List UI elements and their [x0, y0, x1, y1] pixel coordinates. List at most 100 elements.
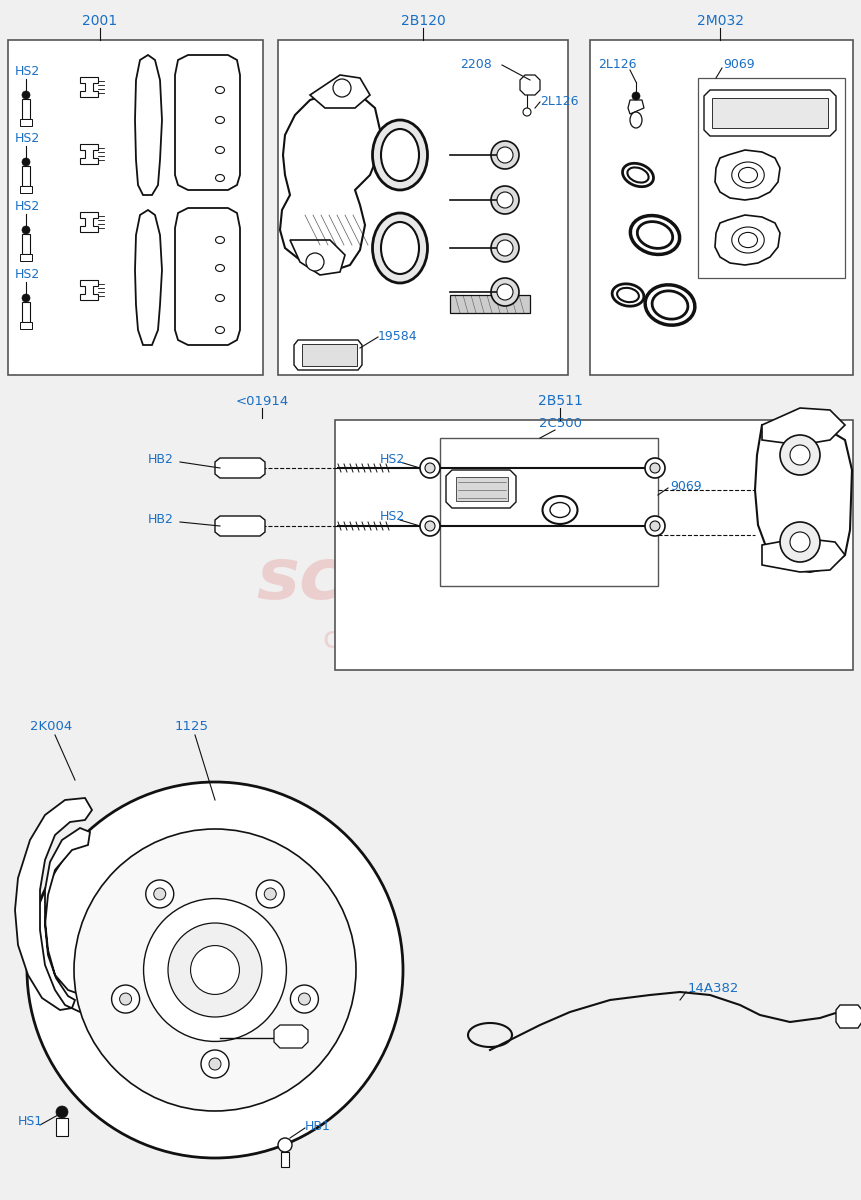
Circle shape [278, 1138, 292, 1152]
Circle shape [790, 445, 810, 464]
Ellipse shape [637, 222, 672, 248]
Bar [440, 438, 658, 586]
Bar [456, 476, 508, 502]
Circle shape [290, 985, 319, 1013]
Circle shape [497, 240, 513, 256]
Ellipse shape [550, 503, 570, 517]
Circle shape [491, 186, 519, 214]
Polygon shape [294, 340, 362, 370]
Circle shape [146, 880, 174, 908]
Polygon shape [175, 55, 240, 190]
Polygon shape [215, 458, 265, 478]
Text: 2208: 2208 [460, 58, 492, 71]
Polygon shape [135, 55, 162, 194]
Text: 2001: 2001 [83, 14, 118, 28]
Text: 1125: 1125 [175, 720, 209, 733]
Text: HS1: HS1 [18, 1115, 43, 1128]
Circle shape [650, 463, 660, 473]
Text: 14A382: 14A382 [688, 982, 740, 995]
Text: HS2: HS2 [380, 452, 406, 466]
Circle shape [491, 234, 519, 262]
Polygon shape [715, 215, 780, 265]
Ellipse shape [381, 222, 419, 274]
Polygon shape [704, 90, 836, 136]
Bar [698, 78, 845, 278]
Circle shape [144, 899, 287, 1042]
Circle shape [425, 521, 435, 530]
Polygon shape [80, 77, 98, 97]
Text: 2L126: 2L126 [540, 95, 579, 108]
Polygon shape [215, 516, 265, 536]
Circle shape [497, 284, 513, 300]
Ellipse shape [739, 233, 758, 247]
Bar [302, 344, 357, 366]
Ellipse shape [623, 163, 653, 187]
Circle shape [257, 880, 284, 908]
Polygon shape [280, 92, 380, 270]
Circle shape [645, 458, 665, 478]
Circle shape [780, 434, 820, 475]
Polygon shape [80, 144, 98, 164]
Text: 2K004: 2K004 [30, 720, 72, 733]
Circle shape [154, 888, 166, 900]
Polygon shape [520, 74, 540, 95]
Polygon shape [628, 100, 644, 114]
Text: c a r   p a r t s: c a r p a r t s [323, 625, 537, 654]
Text: 19584: 19584 [378, 330, 418, 343]
Polygon shape [310, 74, 370, 108]
Circle shape [333, 79, 351, 97]
Ellipse shape [373, 214, 428, 283]
Circle shape [264, 888, 276, 900]
Bar [278, 40, 568, 374]
Ellipse shape [628, 168, 648, 182]
Ellipse shape [612, 284, 644, 306]
Text: HS2: HS2 [15, 268, 40, 281]
Bar [22, 302, 30, 322]
Ellipse shape [381, 128, 419, 181]
Text: HB2: HB2 [148, 514, 174, 526]
Polygon shape [715, 150, 780, 200]
Bar [335, 420, 853, 670]
Circle shape [650, 521, 660, 530]
Ellipse shape [215, 174, 225, 181]
Bar [20, 119, 32, 126]
Text: 2B120: 2B120 [400, 14, 445, 28]
Polygon shape [175, 208, 240, 346]
Polygon shape [135, 210, 162, 346]
Circle shape [299, 994, 311, 1006]
Ellipse shape [215, 116, 225, 124]
Text: HS2: HS2 [15, 132, 40, 145]
Text: 9069: 9069 [670, 480, 702, 493]
Ellipse shape [215, 86, 225, 94]
Bar [281, 1152, 289, 1166]
Circle shape [632, 92, 640, 100]
Text: <01914: <01914 [235, 395, 288, 408]
Circle shape [645, 516, 665, 536]
Circle shape [209, 1058, 221, 1070]
Ellipse shape [215, 146, 225, 154]
Text: 2L126: 2L126 [598, 58, 636, 71]
Text: 9069: 9069 [723, 58, 754, 71]
Circle shape [497, 146, 513, 163]
Bar [450, 295, 530, 313]
Polygon shape [290, 240, 345, 275]
Circle shape [420, 458, 440, 478]
Ellipse shape [542, 496, 578, 524]
Circle shape [420, 516, 440, 536]
Circle shape [22, 158, 30, 166]
Circle shape [190, 946, 239, 995]
Circle shape [22, 91, 30, 98]
Circle shape [523, 108, 531, 116]
Text: 2M032: 2M032 [697, 14, 744, 28]
Text: HB2: HB2 [148, 452, 174, 466]
Text: HS2: HS2 [380, 510, 406, 523]
Polygon shape [15, 798, 92, 1012]
Ellipse shape [645, 284, 695, 325]
Circle shape [491, 140, 519, 169]
Ellipse shape [732, 162, 765, 188]
Bar [20, 186, 32, 193]
Circle shape [306, 253, 324, 271]
Ellipse shape [215, 264, 225, 271]
Text: HS2: HS2 [15, 65, 40, 78]
Bar [22, 166, 30, 186]
